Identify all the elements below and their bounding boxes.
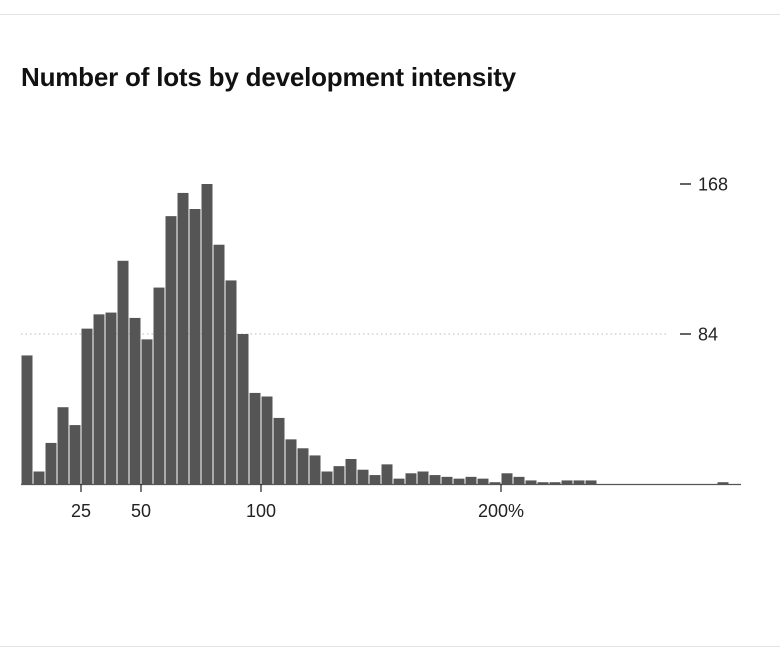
x-tick-label: 50: [131, 501, 151, 521]
histogram-bar: [549, 482, 561, 484]
chart-title: Number of lots by development intensity: [21, 62, 516, 92]
histogram-bar: [357, 469, 369, 484]
histogram-bar: [117, 260, 129, 484]
histogram-bar: [573, 480, 585, 484]
y-tick-label: 84: [698, 325, 718, 345]
top-divider: [0, 14, 780, 15]
histogram-bar: [717, 482, 729, 484]
histogram-bar: [237, 334, 249, 484]
histogram-bar: [201, 184, 213, 484]
histogram-bar: [321, 471, 333, 484]
histogram-bar: [501, 473, 513, 484]
histogram-bar: [369, 475, 381, 484]
histogram-bar: [381, 464, 393, 484]
histogram-bar: [225, 280, 237, 484]
histogram-bar: [45, 442, 57, 484]
histogram-bar: [585, 480, 597, 484]
x-tick-label: 25: [71, 501, 91, 521]
histogram-bar: [261, 396, 273, 484]
histogram-bar: [465, 476, 477, 484]
histogram-bar: [453, 478, 465, 484]
histogram-bar: [21, 355, 33, 484]
x-tick-label: 100: [246, 501, 276, 521]
histogram-bar: [81, 328, 93, 484]
histogram-bar: [309, 455, 321, 484]
histogram-bar: [57, 407, 69, 484]
histogram-bar: [513, 476, 525, 484]
histogram-bar: [561, 480, 573, 484]
histogram-bar: [93, 314, 105, 484]
histogram-bar: [141, 339, 153, 484]
histogram-bar: [177, 192, 189, 484]
histogram-bar: [189, 209, 201, 484]
histogram-bar: [249, 392, 261, 484]
histogram-bar: [69, 425, 81, 484]
histogram-bar: [213, 244, 225, 484]
histogram-bar: [441, 476, 453, 484]
histogram-bar: [429, 475, 441, 484]
bottom-divider: [0, 646, 780, 647]
histogram-bar: [297, 448, 309, 484]
y-tick-label: 168: [698, 175, 728, 195]
histogram-bar: [333, 466, 345, 484]
histogram-bar: [345, 459, 357, 484]
histogram-bar: [393, 478, 405, 484]
histogram-bar: [537, 482, 549, 484]
histogram-bar: [285, 439, 297, 484]
histogram-bar: [129, 317, 141, 484]
histogram-bar: [105, 312, 117, 484]
histogram-bar: [165, 216, 177, 484]
histogram-bar: [273, 417, 285, 484]
histogram-bar: [153, 287, 165, 484]
x-tick-label: 200%: [478, 501, 524, 521]
histogram-bar: [417, 471, 429, 484]
histogram-bar: [405, 473, 417, 484]
histogram-bar: [477, 478, 489, 484]
histogram-bar: [489, 482, 501, 484]
histogram-bar: [33, 471, 45, 484]
histogram-bar: [525, 480, 537, 484]
